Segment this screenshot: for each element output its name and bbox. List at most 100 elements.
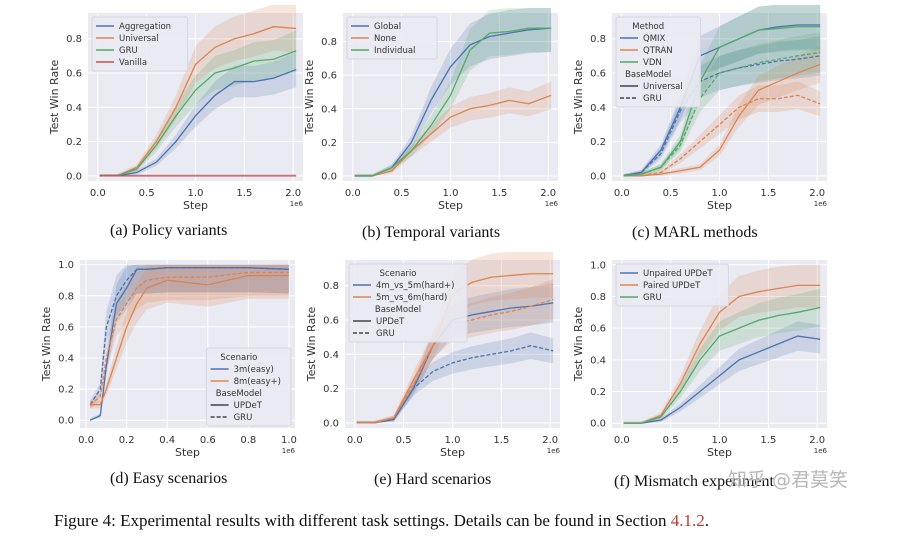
confidence-band <box>623 32 821 176</box>
legend-entry: QTRAN <box>643 46 673 56</box>
chart-hard-scenarios: 0.0 0.5 1.0 1.5 2.0 0.0 0.2 0.4 0.6 0.8 Step 1e6 Tes… <box>302 252 572 467</box>
x-offset-label: 1e6 <box>290 200 304 208</box>
legend-box <box>206 347 292 427</box>
x-tick-label: 1.5 <box>236 188 252 199</box>
legend-title: BaseModel <box>216 389 262 399</box>
x-tick-label: 1.5 <box>760 188 776 199</box>
legend-entry: Aggregation <box>119 22 171 32</box>
legend-title: Method <box>632 22 664 32</box>
legend-box <box>348 263 468 343</box>
x-axis-label: Step <box>707 199 732 212</box>
y-tick-label: 0.8 <box>321 37 337 48</box>
y-tick-label: 0.4 <box>66 103 82 114</box>
y-axis-label: Test Win Rate <box>40 307 53 383</box>
y-tick-label: 0.2 <box>323 384 339 395</box>
y-tick-label: 0.6 <box>323 316 339 327</box>
confidence-band <box>623 46 821 176</box>
confidence-band <box>356 283 554 423</box>
figure-caption: Figure 4: Experimental results with diff… <box>54 511 709 531</box>
confidence-band <box>356 252 554 423</box>
caption-b: (b) Temporal variants <box>362 224 501 241</box>
x-tick-label: 2.0 <box>809 435 825 446</box>
x-tick-label: 0.5 <box>139 188 155 199</box>
x-offset-label: 1e6 <box>547 447 561 455</box>
legend-entry: None <box>374 34 396 44</box>
confidence-band <box>90 264 289 409</box>
y-tick-label: 0.6 <box>590 324 606 335</box>
x-axis-label: Step <box>440 446 465 459</box>
x-offset-label: 1e6 <box>545 200 559 208</box>
x-tick-label: 2.0 <box>285 188 301 199</box>
y-tick-label: 1.0 <box>590 260 606 271</box>
x-tick-label: 0.0 <box>78 435 94 446</box>
series-line <box>623 55 821 177</box>
legend-entry: Vanilla <box>119 58 147 68</box>
x-offset-label: 1e6 <box>282 447 296 455</box>
chart-temporal-variants: 0.0 0.5 1.0 1.5 2.0 0.0 0.2 0.4 0.6 0.8 Step 1e6 Tes… <box>300 5 570 220</box>
y-axis-label: Test Win Rate <box>572 60 585 136</box>
legend-entry: Unpaired UPDeT <box>643 269 713 279</box>
y-tick-label: 0.8 <box>590 34 606 45</box>
chart-svg: 0.0 0.5 1.0 1.5 2.0 0.0 0.2 0.4 0.6 0.8 Step 1e6 Tes… <box>48 5 304 212</box>
y-axis-label: Test Win Rate <box>305 307 318 383</box>
y-tick-label: 0.6 <box>590 69 606 80</box>
chart-policy-variants: 0.0 0.5 1.0 1.5 2.0 0.0 0.2 0.4 0.6 0.8 Step 1e6 Tes… <box>45 5 315 220</box>
chart-svg: 0.0 0.5 1.0 1.5 2.0 0.0 0.2 0.4 0.6 0.8 Step 1e6 Tes… <box>572 5 828 212</box>
series-line <box>99 26 297 177</box>
series-line <box>623 284 821 424</box>
x-axis-label: Step <box>438 199 463 212</box>
x-axis-label: Step <box>707 446 732 459</box>
x-tick-label: 1.0 <box>712 188 728 199</box>
series-line <box>89 271 289 406</box>
confidence-band <box>354 7 552 176</box>
legend-title: BaseModel <box>375 305 421 315</box>
caption-a: (a) Policy variants <box>110 222 228 239</box>
y-tick-label: 0.2 <box>321 138 337 149</box>
y-axis-label: Test Win Rate <box>303 60 316 136</box>
y-axis-label: Test Win Rate <box>48 60 61 136</box>
x-axis-label: Step <box>175 446 200 459</box>
chart-svg: 0.0 0.5 1.0 1.5 2.0 0.0 0.2 0.4 0.6 0.8 Step 1e6 Tes… <box>305 252 561 459</box>
legend-entry: Individual <box>374 46 415 56</box>
section-reference-link[interactable]: 4.1.2 <box>670 511 705 530</box>
x-tick-label: 0.0 <box>90 188 106 199</box>
x-tick-label: 0.0 <box>345 188 361 199</box>
x-tick-label: 0.2 <box>119 435 135 446</box>
confidence-band <box>354 7 552 176</box>
legend: Scenario 4m_vs_5m(hard+) 5m_vs_6m(hard) Bas… <box>348 263 468 343</box>
x-tick-label: 2.0 <box>542 435 558 446</box>
y-tick-label: 0.2 <box>66 137 82 148</box>
y-tick-label: 0.4 <box>590 355 606 366</box>
y-tick-label: 0.2 <box>590 137 606 148</box>
x-tick-label: 1.5 <box>493 435 509 446</box>
legend-title: Scenario <box>220 353 257 363</box>
series-line <box>623 51 821 177</box>
x-tick-label: 0.5 <box>394 188 410 199</box>
figure-caption-end: . <box>704 511 709 530</box>
x-tick-label: 0.0 <box>347 435 363 446</box>
y-axis-label: Test Win Rate <box>572 307 585 383</box>
chart-marl-methods: 0.0 0.5 1.0 1.5 2.0 0.0 0.2 0.4 0.6 0.8 Step 1e6 Tes… <box>569 5 839 220</box>
confidence-band <box>623 36 821 176</box>
legend: Scenario 3m(easy) 8m(easy+) BaseModel UPDeT G… <box>206 347 292 427</box>
y-tick-label: 0.0 <box>321 171 337 182</box>
y-tick-label: 0.0 <box>66 171 82 182</box>
series-line <box>89 267 289 406</box>
legend-entry: 4m_vs_5m(hard+) <box>376 281 454 291</box>
y-tick-label: 0.0 <box>590 419 606 430</box>
x-tick-label: 1.0 <box>281 435 297 446</box>
confidence-band <box>354 81 552 176</box>
legend-entry: 5m_vs_6m(hard) <box>376 293 447 303</box>
legend-entry: 3m(easy) <box>234 365 274 375</box>
chart-svg: 0.0 0.2 0.4 0.6 0.8 1.0 0.0 0.2 0.4 0.6 0.8 1.0 Step… <box>40 260 297 459</box>
confidence-band <box>90 264 289 409</box>
confidence-band <box>623 264 821 424</box>
legend-box <box>91 16 189 72</box>
y-tick-label: 0.8 <box>66 34 82 45</box>
legend-entry: GRU <box>234 413 253 423</box>
legend-entry: GRU <box>376 329 395 339</box>
legend: Method QMIX QTRAN VDN BaseModel Universal GRU <box>615 16 701 108</box>
y-tick-label: 0.6 <box>58 322 74 333</box>
x-tick-label: 0.5 <box>663 188 679 199</box>
